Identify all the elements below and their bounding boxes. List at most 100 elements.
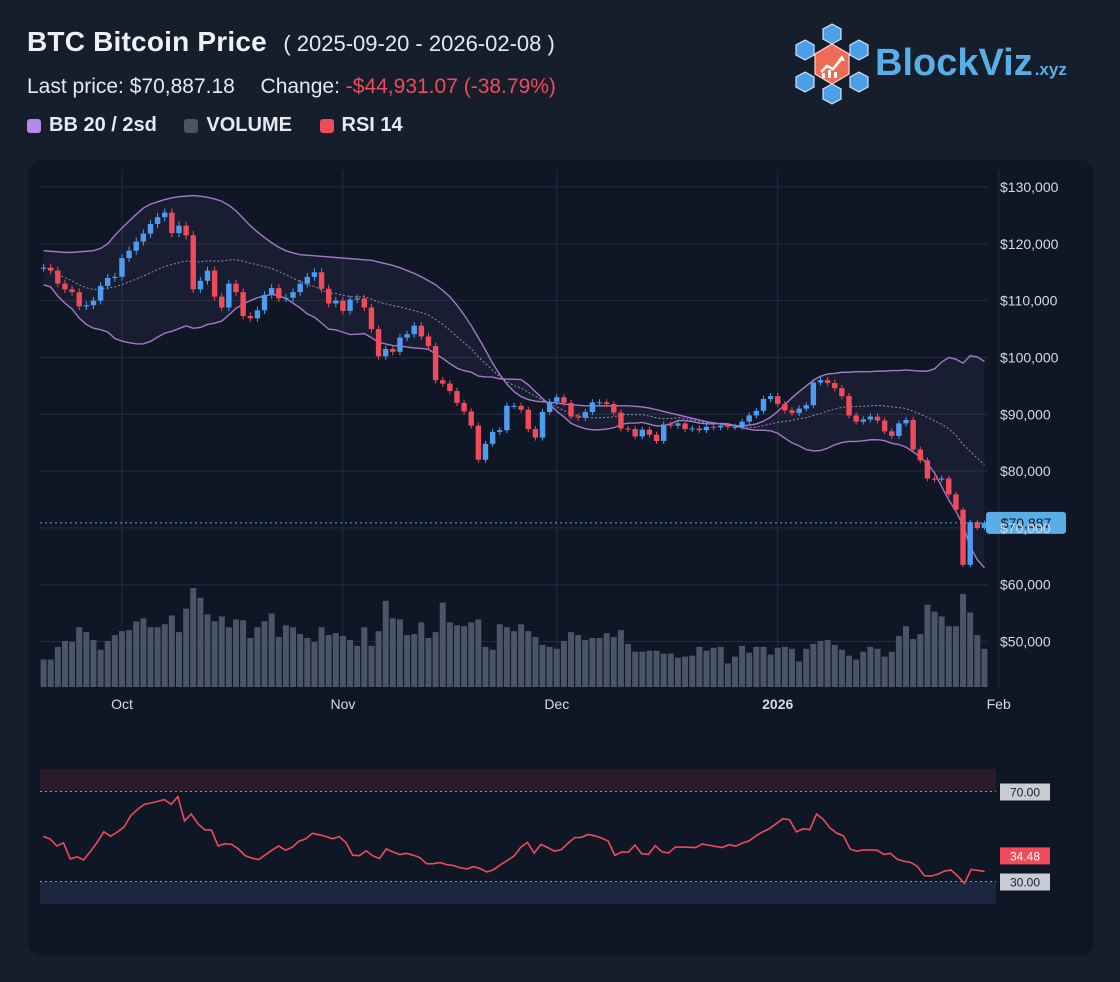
- candle-body: [903, 419, 909, 424]
- candle-body: [938, 478, 945, 480]
- candle-body: [390, 348, 396, 352]
- price-chart[interactable]: $70,887 $130,000 $120,000 $110,000 $100,000 $…: [28, 160, 1094, 956]
- volume-bar: [710, 647, 717, 687]
- candle-body: [83, 305, 90, 307]
- volume-bar: [61, 640, 68, 687]
- candle-body: [782, 404, 788, 411]
- volume-bar: [974, 635, 981, 687]
- candle-body: [375, 329, 382, 357]
- legend-item-volume[interactable]: VOLUME: [184, 114, 292, 137]
- y-tick-label: $130,000: [1000, 179, 1059, 195]
- legend-item-bb[interactable]: BB 20 / 2sd: [27, 114, 157, 137]
- volume-bar: [368, 645, 375, 687]
- title-row: BTC Bitcoin Price ( 2025-09-20 - 2026-02…: [27, 26, 555, 58]
- volume-bar: [183, 608, 190, 687]
- candle-body: [276, 288, 282, 299]
- volume-bar: [767, 654, 774, 687]
- volume-bar: [682, 656, 689, 687]
- volume-bar: [924, 604, 931, 687]
- candle-body: [418, 325, 425, 337]
- y-tick-label: $120,000: [1000, 236, 1059, 252]
- candle-body: [304, 276, 311, 284]
- candle-body: [504, 405, 510, 431]
- candle-body: [447, 383, 453, 392]
- volume-bar: [461, 626, 468, 687]
- legend-label-volume: VOLUME: [206, 114, 292, 136]
- candle-body: [796, 408, 802, 414]
- logo-brand: BlockViz: [875, 42, 1033, 84]
- candle-body: [596, 402, 603, 404]
- candle-body: [197, 280, 204, 290]
- volume-bar: [703, 650, 710, 687]
- candle-body: [247, 316, 253, 319]
- candle-body: [568, 402, 574, 417]
- candle-body: [297, 283, 303, 293]
- volume-bar: [653, 650, 660, 687]
- candle-body: [119, 258, 125, 277]
- volume-bar: [111, 635, 118, 687]
- rsi-30-tag: [1000, 873, 1050, 891]
- y-tick-label: $80,000: [1000, 463, 1051, 479]
- volume-bar: [895, 636, 902, 687]
- candle-body: [660, 424, 667, 441]
- candle-body: [204, 270, 211, 281]
- candle-body: [632, 429, 638, 437]
- volume-bar: [311, 641, 318, 687]
- price-summary: Last price: $70,887.18 Change: -$44,931.…: [27, 75, 556, 99]
- volume-bar: [418, 622, 425, 687]
- blockviz-logo[interactable]: BlockViz .xyz: [793, 22, 1093, 112]
- volume-bar: [967, 612, 974, 687]
- candle-body: [603, 402, 610, 405]
- candle-body: [525, 409, 531, 430]
- candle-body: [689, 428, 695, 430]
- candle-body: [40, 267, 47, 269]
- volume-bar: [439, 602, 446, 687]
- y-tick-label: $110,000: [1000, 293, 1058, 309]
- legend-label-bb: BB 20 / 2sd: [49, 114, 157, 136]
- volume-bar: [233, 619, 240, 687]
- candle-body: [62, 283, 68, 290]
- candle-body: [340, 300, 346, 311]
- volume-bar: [453, 625, 460, 687]
- rsi-overbought-zone: [40, 769, 996, 792]
- y-tick-label: $60,000: [1000, 577, 1051, 593]
- volume-bar: [639, 651, 646, 687]
- candle-body: [839, 388, 845, 397]
- volume-bar: [824, 639, 831, 687]
- candle-body: [325, 288, 332, 304]
- volume-bar: [568, 632, 575, 687]
- x-tick-label: Feb: [987, 696, 1011, 712]
- volume-bar: [126, 630, 133, 687]
- volume-bar: [496, 624, 503, 687]
- candle-body: [354, 298, 360, 300]
- volume-bar: [796, 661, 803, 687]
- rsi-line: [43, 795, 985, 885]
- rsi-30-label: 30.00: [1010, 876, 1040, 890]
- candle-body: [69, 289, 75, 293]
- volume-bar: [575, 635, 582, 687]
- logo-wordmark: BlockViz .xyz: [875, 42, 1067, 85]
- volume-bar: [211, 621, 218, 687]
- candle-body: [411, 325, 417, 335]
- volume-bar: [396, 619, 403, 687]
- hexagon-cubes-chart-icon: [795, 23, 869, 105]
- candle-body: [582, 412, 588, 418]
- bb-lower-line: [43, 284, 985, 569]
- candle-body: [361, 298, 368, 308]
- legend-item-rsi[interactable]: RSI 14: [319, 114, 403, 137]
- candle-body: [924, 460, 931, 479]
- candle-body: [953, 494, 959, 510]
- candle-body: [318, 272, 325, 289]
- volume-bar: [175, 632, 182, 687]
- volume-bar: [867, 646, 874, 687]
- volume-bar: [54, 646, 61, 687]
- candle-body: [682, 423, 688, 430]
- candle-body: [140, 233, 147, 242]
- candle-body: [853, 415, 859, 422]
- volume-bar: [617, 630, 624, 687]
- legend-swatch-volume: [184, 118, 199, 133]
- bb-band-fill: [43, 195, 985, 568]
- volume-bar: [917, 634, 924, 687]
- candle-body: [404, 334, 410, 338]
- candle-body: [489, 431, 496, 444]
